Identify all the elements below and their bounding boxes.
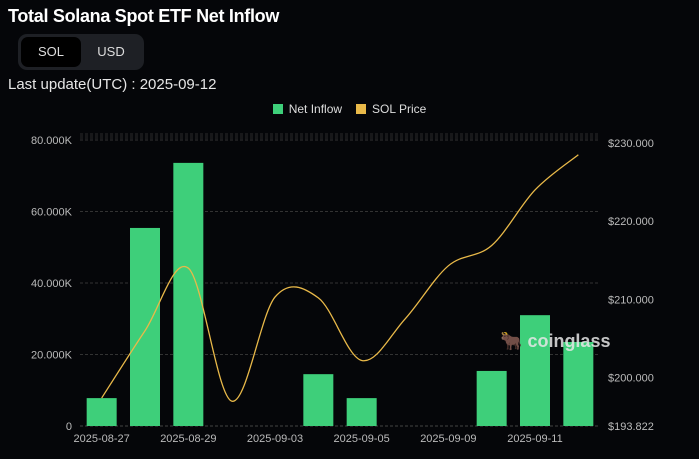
bar-net-inflow (346, 398, 377, 426)
right-tick-label: $200.000 (608, 373, 654, 385)
right-tick-label: $230.000 (608, 138, 654, 150)
toggle-usd-button[interactable]: USD (97, 44, 125, 59)
legend-sol-price[interactable]: SOL Price (356, 102, 426, 116)
x-tick-label: 2025-09-11 (507, 433, 562, 445)
legend-swatch (356, 104, 367, 114)
bar-net-inflow (563, 341, 594, 426)
last-update: Last update(UTC) : 2025-09-12 (8, 76, 217, 93)
line-sol-price (101, 154, 579, 402)
left-tick-label: 80.000K (31, 135, 73, 147)
bar-net-inflow (173, 162, 204, 426)
right-tick-label: $210.000 (608, 294, 654, 306)
x-tick-label: 2025-08-27 (74, 433, 130, 445)
left-tick-label: 20.000K (31, 350, 73, 362)
bar-net-inflow (86, 398, 117, 426)
legend: Net Inflow SOL Price (0, 102, 699, 116)
left-tick-label: 0 (66, 421, 72, 433)
x-tick-label: 2025-09-03 (247, 433, 303, 445)
bar-net-inflow (303, 374, 334, 426)
right-tick-label: $193.822 (608, 421, 654, 433)
page-title: Total Solana Spot ETF Net Inflow (8, 6, 280, 26)
watermark-text: coinglass (527, 331, 611, 351)
legend-label: Net Inflow (288, 102, 343, 116)
left-tick-label: 60.000K (31, 207, 73, 219)
x-tick-label: 2025-09-05 (334, 433, 390, 445)
bar-net-inflow (130, 227, 160, 426)
currency-toggle: SOL USD (18, 34, 144, 70)
coinglass-logo-icon: 🐂 (500, 331, 523, 351)
legend-net-inflow[interactable]: Net Inflow (272, 102, 343, 116)
right-tick-label: $220.000 (608, 216, 654, 228)
toggle-sol-button[interactable]: SOL (21, 37, 81, 67)
coinglass-watermark: 🐂 coinglass (500, 331, 610, 352)
x-tick-label: 2025-09-09 (420, 433, 476, 445)
x-tick-label: 2025-08-29 (160, 433, 216, 445)
legend-swatch (272, 104, 283, 114)
bar-net-inflow (520, 315, 550, 426)
bar-net-inflow (476, 370, 507, 426)
legend-label: SOL Price (372, 102, 427, 116)
left-tick-label: 40.000K (31, 278, 73, 290)
